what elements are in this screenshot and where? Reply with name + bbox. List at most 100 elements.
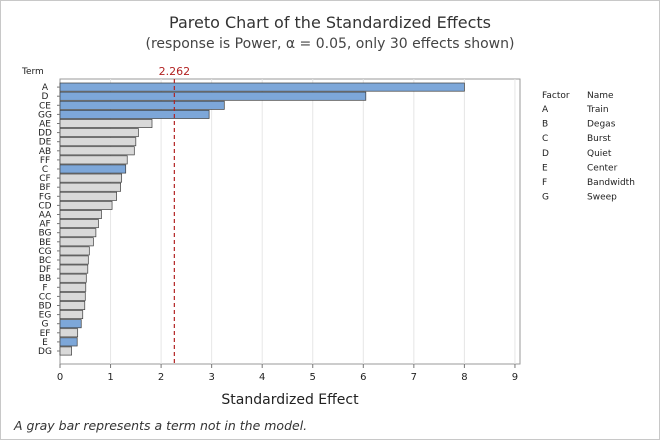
term-label-CG: CG xyxy=(38,247,51,257)
bar-EG xyxy=(59,310,84,320)
x-tick-label: 1 xyxy=(107,372,113,383)
term-label-AB: AB xyxy=(39,147,51,157)
bar-AA xyxy=(59,210,102,219)
bar-BC xyxy=(59,255,89,265)
term-labels: ADCEGGAEDDDEABFFCCFBFFGCDAAAFBGBECGBCDFB… xyxy=(38,83,60,357)
x-tick-label: 3 xyxy=(208,372,214,383)
bar-FG xyxy=(59,191,117,201)
x-tick-label: 6 xyxy=(360,372,366,383)
factor-name: Bandwidth xyxy=(587,178,635,188)
term-label-AF: AF xyxy=(39,220,50,230)
term-label-CE: CE xyxy=(39,101,51,111)
factor-code: G xyxy=(542,193,549,203)
term-label-G: G xyxy=(42,320,49,330)
term-label-EF: EF xyxy=(40,329,51,339)
term-label-BE: BE xyxy=(39,238,51,248)
reference-line-label: 2.262 xyxy=(159,65,191,78)
term-label-DF: DF xyxy=(39,265,51,275)
term-label-C: C xyxy=(42,165,48,175)
bar-BF xyxy=(59,182,122,192)
bar-G xyxy=(59,319,82,329)
bar-AB xyxy=(59,146,135,156)
factor-table-header-name: Name xyxy=(587,91,614,101)
term-label-AA: AA xyxy=(39,211,52,221)
x-tick-label: 2 xyxy=(158,372,164,383)
term-label-DD: DD xyxy=(38,129,52,139)
term-label-BD: BD xyxy=(38,302,51,312)
term-label-FG: FG xyxy=(39,192,51,202)
factor-name: Train xyxy=(586,105,609,115)
term-label-A: A xyxy=(42,83,49,93)
bar-FF xyxy=(59,155,128,165)
bar-CF xyxy=(59,173,123,183)
term-label-BG: BG xyxy=(39,229,52,239)
bar-DF xyxy=(59,264,89,274)
term-label-DG: DG xyxy=(38,347,52,357)
x-tick-label: 8 xyxy=(461,372,467,383)
factor-table-rows: A Train B Degas C Burst D Quiet E Center F Bandwidt… xyxy=(542,105,635,203)
term-label-BF: BF xyxy=(39,183,50,193)
bar-EF xyxy=(59,328,79,338)
term-label-GG: GG xyxy=(38,110,52,120)
bar-C xyxy=(59,164,127,174)
term-label-AE: AE xyxy=(39,120,51,130)
factor-code: F xyxy=(542,178,547,188)
bar-DG xyxy=(59,346,72,356)
x-tick-label: 7 xyxy=(411,372,417,383)
bar-D xyxy=(59,91,367,101)
bar-A xyxy=(59,82,465,92)
x-tick-labels: 0 1 2 3 4 5 6 7 8 9 xyxy=(57,364,518,383)
factor-code: B xyxy=(542,120,548,130)
factor-table-header-factor: Factor xyxy=(542,91,570,101)
factor-name: Sweep xyxy=(587,193,617,203)
factor-name: Degas xyxy=(587,120,616,130)
factor-code: E xyxy=(542,163,548,173)
chart-subtitle: (response is Power, α = 0.05, only 30 ef… xyxy=(146,36,515,52)
y-axis-title: Term xyxy=(21,67,44,77)
bar-CD xyxy=(59,200,113,210)
x-tick-label: 4 xyxy=(259,372,265,383)
x-tick-label: 9 xyxy=(512,372,518,383)
bar-CG xyxy=(59,246,90,256)
term-label-FF: FF xyxy=(40,156,50,166)
x-axis-title: Standardized Effect xyxy=(221,392,359,408)
factor-name: Center xyxy=(587,163,618,173)
bars xyxy=(59,82,465,356)
bar-BD xyxy=(59,301,86,310)
bar-BG xyxy=(59,228,97,238)
footnote: A gray bar represents a term not in the … xyxy=(13,418,307,433)
bar-BB xyxy=(59,273,87,283)
factor-code: A xyxy=(542,105,549,115)
bar-CE xyxy=(59,100,225,110)
term-label-E: E xyxy=(42,338,48,348)
factor-table: Factor Name A Train B Degas C Burst D Quiet E Cen… xyxy=(542,91,635,203)
term-label-BB: BB xyxy=(39,274,51,284)
factor-code: D xyxy=(542,149,549,159)
bar-AE xyxy=(59,119,153,128)
x-tick-label: 5 xyxy=(310,372,316,383)
bar-AF xyxy=(59,219,99,229)
term-label-CF: CF xyxy=(39,174,50,184)
chart-title: Pareto Chart of the Standardized Effects xyxy=(169,13,491,32)
term-label-BC: BC xyxy=(39,256,51,266)
term-label-CC: CC xyxy=(39,292,52,302)
bar-DE xyxy=(59,137,137,147)
factor-name: Quiet xyxy=(587,149,612,159)
grid-lines xyxy=(110,79,516,364)
reference-line-group: 2.262 xyxy=(159,65,191,364)
bar-DD xyxy=(59,128,139,138)
bar-BE xyxy=(59,237,94,247)
term-label-DE: DE xyxy=(39,138,52,148)
bar-E xyxy=(59,337,78,347)
factor-name: Burst xyxy=(587,134,611,144)
factor-code: C xyxy=(542,134,548,144)
bar-CC xyxy=(59,291,86,301)
term-label-CD: CD xyxy=(38,201,51,211)
x-tick-label: 0 xyxy=(57,372,63,383)
term-label-EG: EG xyxy=(39,311,52,321)
bar-F xyxy=(59,282,87,292)
bar-GG xyxy=(59,109,210,119)
term-label-D: D xyxy=(42,92,49,102)
term-label-F: F xyxy=(42,283,47,293)
